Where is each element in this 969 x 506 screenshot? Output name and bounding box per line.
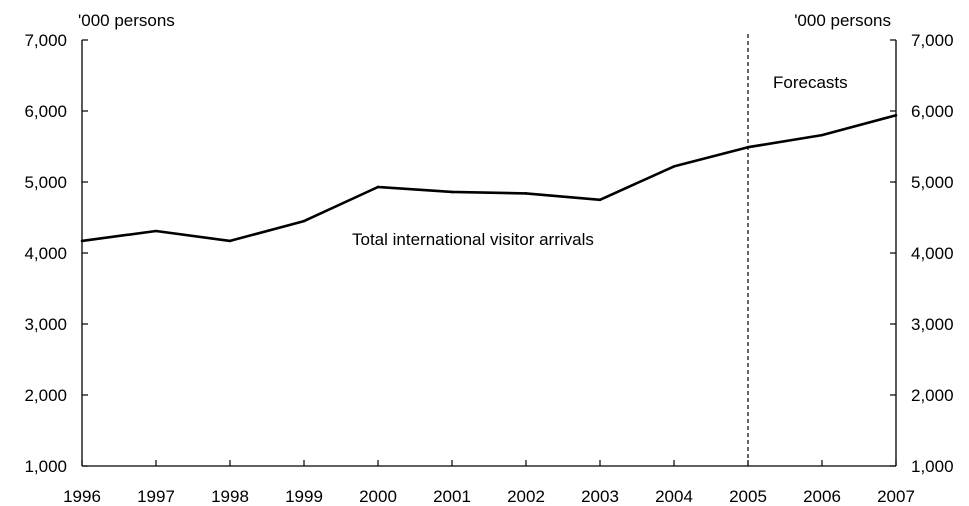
x-tick-label: 2005 <box>729 487 767 506</box>
left-y-tick-label: 4,000 <box>24 244 67 263</box>
x-tick-label: 2000 <box>359 487 397 506</box>
x-tick-label: 1997 <box>137 487 175 506</box>
right-y-tick-label: 7,000 <box>911 31 954 50</box>
left-y-tick-label: 7,000 <box>24 31 67 50</box>
left-y-tick-label: 3,000 <box>24 315 67 334</box>
series-point <box>154 229 158 233</box>
right-y-tick-label: 1,000 <box>911 457 954 476</box>
left-y-tick-label: 1,000 <box>24 457 67 476</box>
right-y-tick-label: 6,000 <box>911 102 954 121</box>
left-y-ticks: 1,000 2,000 3,000 4,000 5,000 6,000 7,000 <box>24 31 88 476</box>
x-tick-label: 2004 <box>655 487 693 506</box>
x-tick-label: 1998 <box>211 487 249 506</box>
x-tick-label: 1999 <box>285 487 323 506</box>
series-point <box>672 165 676 168</box>
right-y-tick-label: 4,000 <box>911 244 954 263</box>
left-y-tick-label: 6,000 <box>24 102 67 121</box>
x-tick-label: 2001 <box>433 487 471 506</box>
x-ticks: 1996 1997 1998 1999 2000 2001 2002 2003 2004 2005… <box>63 460 915 506</box>
right-y-tick-label: 2,000 <box>911 386 954 405</box>
left-y-tick-label: 5,000 <box>24 173 67 192</box>
series-point <box>450 190 454 194</box>
forecast-annotation: Forecasts <box>773 73 848 92</box>
series-point <box>894 113 898 117</box>
series-point <box>80 239 84 243</box>
x-tick-label: 2007 <box>877 487 915 506</box>
series-point <box>524 192 528 195</box>
series-point <box>376 185 380 189</box>
series-point <box>228 239 232 243</box>
series-point <box>598 198 602 202</box>
left-axis-unit-label: '000 persons <box>78 11 175 30</box>
x-tick-label: 2006 <box>803 487 841 506</box>
series-annotation: Total international visitor arrivals <box>352 230 594 249</box>
series-line-visitor-arrivals <box>81 114 897 243</box>
right-y-ticks: 1,000 2,000 3,000 4,000 5,000 6,000 7,000 <box>890 31 954 476</box>
left-y-tick-label: 2,000 <box>24 386 67 405</box>
series-point <box>820 133 824 137</box>
right-y-tick-label: 3,000 <box>911 315 954 334</box>
axes <box>81 40 897 467</box>
right-axis-unit-label: '000 persons <box>794 11 891 30</box>
series-points <box>80 113 898 243</box>
series-point <box>746 145 750 149</box>
x-tick-label: 1996 <box>63 487 101 506</box>
x-tick-label: 2003 <box>581 487 619 506</box>
right-y-tick-label: 5,000 <box>911 173 954 192</box>
x-tick-label: 2002 <box>507 487 545 506</box>
series-point <box>302 219 306 223</box>
